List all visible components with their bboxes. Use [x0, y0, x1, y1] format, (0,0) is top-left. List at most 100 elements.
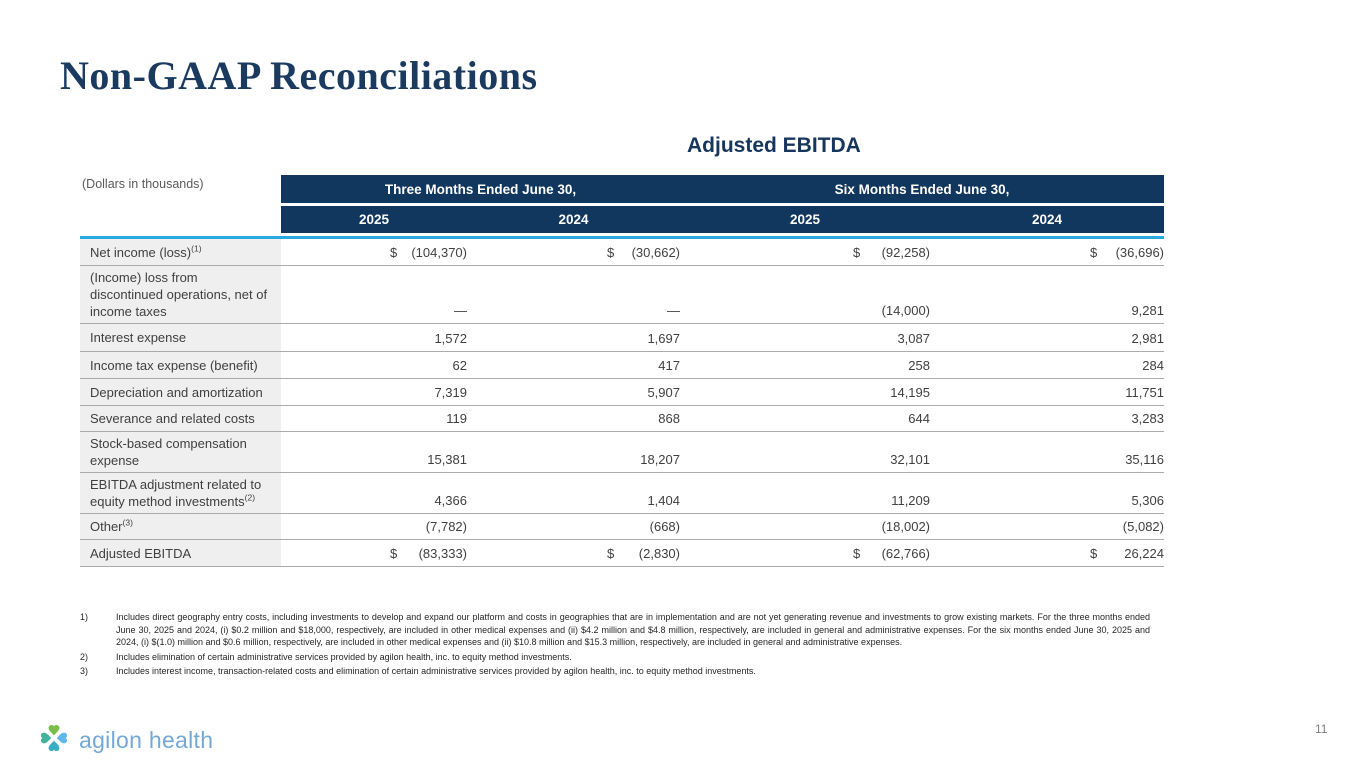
footnote-text: Includes direct geography entry costs, i… — [116, 612, 1150, 647]
group-header-six-months: Six Months Ended June 30, — [834, 181, 1010, 197]
value-cell: 15,381 — [427, 452, 467, 467]
value-cell: (7,782) — [425, 519, 467, 534]
dollar-sign: $ — [1090, 546, 1098, 561]
value-cell: 4,366 — [434, 493, 467, 508]
agilon-health-logo: agilon health — [36, 720, 213, 761]
table-row: Adjusted EBITDA $ (83,333) $ (2,830) $ (62,… — [80, 540, 1164, 567]
value-cell: 3,283 — [1131, 411, 1164, 426]
row-label: Other(3) — [80, 514, 281, 539]
value-cell: 11,751 — [1125, 385, 1164, 400]
value-cell: $ (30,662) — [607, 245, 680, 260]
row-label: (Income) loss from discontinued operatio… — [80, 266, 281, 323]
value-cell: (18,002) — [881, 519, 930, 534]
dollar-sign: $ — [853, 245, 861, 260]
table-row: (Income) loss from discontinued operatio… — [80, 266, 1164, 324]
value-cell: $ (36,696) — [1090, 245, 1164, 260]
row-label: Interest expense — [80, 324, 281, 351]
value-cell: 1,404 — [647, 493, 680, 508]
value-cell: $ (92,258) — [853, 245, 930, 260]
table-row: Severance and related costs 119 868 644 … — [80, 406, 1164, 432]
value-cell: $ (83,333) — [390, 546, 467, 561]
value-cell: — — [667, 303, 680, 318]
value-cell: 119 — [446, 411, 467, 426]
dollar-sign: $ — [390, 245, 398, 260]
footnote-number: 1) — [80, 612, 89, 622]
dollar-sign: $ — [853, 546, 861, 561]
value-cell: 284 — [1142, 358, 1164, 373]
value-cell: 7,319 — [434, 385, 467, 400]
value-cell: 5,306 — [1131, 493, 1164, 508]
year-header: 2025 — [358, 212, 390, 227]
value-cell: $26,224 — [1090, 546, 1164, 561]
value-cell: 32,101 — [890, 452, 930, 467]
footnote-number: 3) — [80, 666, 89, 676]
value-cell: (14,000) — [881, 303, 930, 318]
value-cell: $ (2,830) — [607, 546, 680, 561]
footnote-text: Includes elimination of certain administ… — [116, 651, 572, 662]
year-header: 2024 — [1031, 212, 1063, 227]
dollar-sign: $ — [1090, 245, 1098, 260]
footnote-2: 2) Includes elimination of certain admin… — [80, 651, 1150, 664]
table-row: Net income (loss)(1) $ (104,370) $ (30,662… — [80, 239, 1164, 266]
table-title: Adjusted EBITDA — [687, 134, 861, 157]
page-number: 11 — [1315, 722, 1328, 736]
footnote-ref: (2) — [244, 492, 256, 503]
value-cell: 9,281 — [1131, 303, 1164, 318]
units-note: (Dollars in thousands) — [82, 177, 204, 191]
accent-divider — [80, 236, 1164, 239]
table-row: Interest expense 1,572 1,697 3,087 2,981 — [80, 324, 1164, 352]
row-label: Adjusted EBITDA — [80, 540, 281, 566]
footnote-text: Includes interest income, transaction-re… — [116, 666, 756, 676]
row-label: Net income (loss)(1) — [80, 239, 281, 265]
value-cell: 11,209 — [891, 493, 930, 508]
value-cell: 62 — [452, 358, 467, 373]
row-label: EBITDA adjustment related to equity meth… — [80, 473, 281, 513]
year-header-row: 2025 2024 2025 2024 — [281, 206, 1164, 233]
footnote-1: 1) Includes direct geography entry costs… — [80, 611, 1150, 649]
logo-text: agilon health — [79, 727, 214, 753]
value-cell: (668) — [649, 519, 680, 534]
value-cell: 35,116 — [1125, 452, 1164, 467]
value-cell: 3,087 — [897, 331, 930, 346]
group-header-three-months: Three Months Ended June 30, — [384, 181, 577, 197]
value-cell: 1,697 — [647, 331, 680, 346]
value-cell: 417 — [658, 358, 680, 373]
footnote-ref: (1) — [191, 243, 202, 254]
value-cell: (5,082) — [1122, 519, 1164, 534]
four-heart-clover-icon — [36, 720, 72, 761]
period-group-row: Three Months Ended June 30, Six Months E… — [281, 175, 1164, 206]
row-label: Stock-based compensation expense — [80, 432, 281, 472]
footnote-ref: (3) — [122, 517, 133, 528]
dollar-sign: $ — [607, 546, 615, 561]
row-label: Income tax expense (benefit) — [80, 352, 281, 378]
value-cell: 868 — [658, 411, 680, 426]
value-cell: 5,907 — [647, 385, 680, 400]
value-cell: $ (62,766) — [853, 546, 930, 561]
table-row: EBITDA adjustment related to equity meth… — [80, 473, 1164, 514]
value-cell: 2,981 — [1131, 331, 1164, 346]
footnotes: 1) Includes direct geography entry costs… — [80, 611, 1150, 680]
table-row: Depreciation and amortization 7,319 5,90… — [80, 379, 1164, 406]
table-body: Net income (loss)(1) $ (104,370) $ (30,662… — [80, 239, 1164, 567]
table-row: Income tax expense (benefit) 62 417 258 … — [80, 352, 1164, 379]
value-cell: — — [454, 303, 467, 318]
page-title: Non-GAAP Reconciliations — [60, 53, 538, 98]
year-header: 2025 — [789, 212, 821, 227]
year-header: 2024 — [558, 212, 589, 227]
table-row: Stock-based compensation expense 15,381 … — [80, 432, 1164, 473]
row-label: Severance and related costs — [80, 406, 281, 431]
value-cell: $ (104,370) — [390, 245, 467, 260]
footnote-number: 2) — [80, 651, 89, 662]
value-cell: 258 — [908, 358, 930, 373]
dollar-sign: $ — [607, 245, 615, 260]
table-row: Other(3) (7,782) (668) (18,002) (5,082) — [80, 514, 1164, 540]
value-cell: 644 — [908, 411, 930, 426]
value-cell: 14,195 — [890, 385, 930, 400]
footnote-3: 3) Includes interest income, transaction… — [80, 665, 1150, 678]
value-cell: 1,572 — [434, 331, 467, 346]
table-header: Three Months Ended June 30, Six Months E… — [281, 175, 1164, 233]
dollar-sign: $ — [390, 546, 398, 561]
row-label: Depreciation and amortization — [80, 379, 281, 405]
value-cell: 18,207 — [640, 452, 680, 467]
